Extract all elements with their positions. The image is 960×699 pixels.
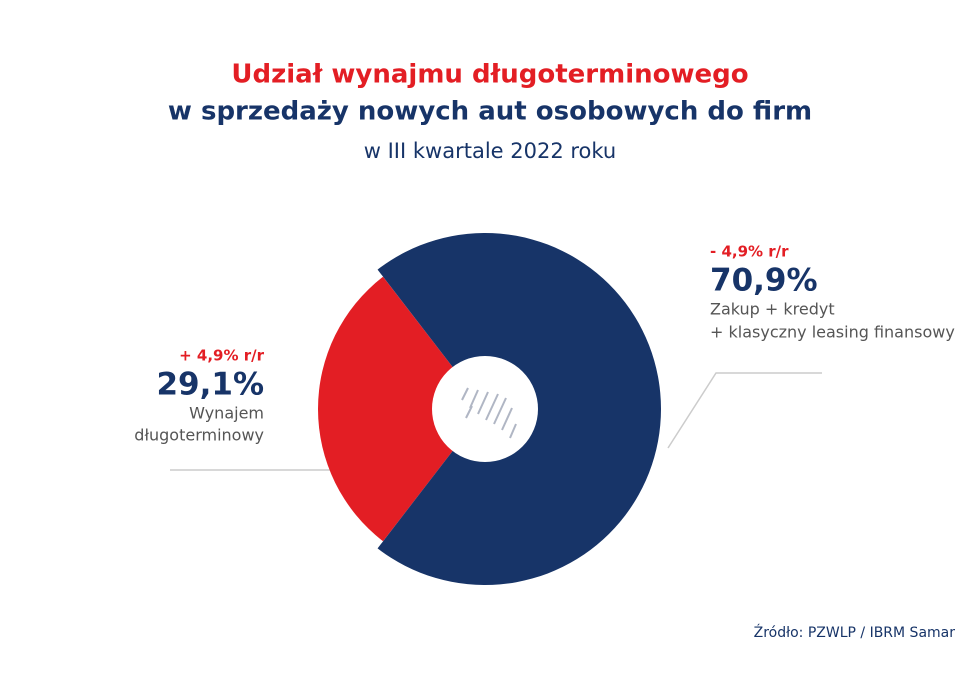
- chart-title: w sprzedaży nowych aut osobowych do firm: [168, 97, 812, 127]
- source: Źródło: PZWLP / IBRM Samar: [754, 623, 956, 641]
- value-label: 29,1%: [156, 367, 264, 403]
- donut-hole: [432, 356, 538, 462]
- category-label: + klasyczny leasing finansowy: [710, 323, 955, 342]
- value-label: 70,9%: [710, 263, 818, 299]
- map-icon: [461, 387, 517, 439]
- category-label: Wynajem: [189, 404, 264, 423]
- pie-slice: [318, 276, 485, 542]
- category-label: Zakup + kredyt: [710, 300, 835, 319]
- category-label: długoterminowy: [134, 426, 264, 445]
- chart-subtitle: w III kwartale 2022 roku: [364, 139, 616, 163]
- leader-line: [667, 372, 822, 449]
- annotation: + 4,9% r/r: [179, 347, 264, 365]
- annotation: - 4,9% r/r: [710, 243, 789, 261]
- chart-title: Udział wynajmu długoterminowego: [231, 60, 748, 90]
